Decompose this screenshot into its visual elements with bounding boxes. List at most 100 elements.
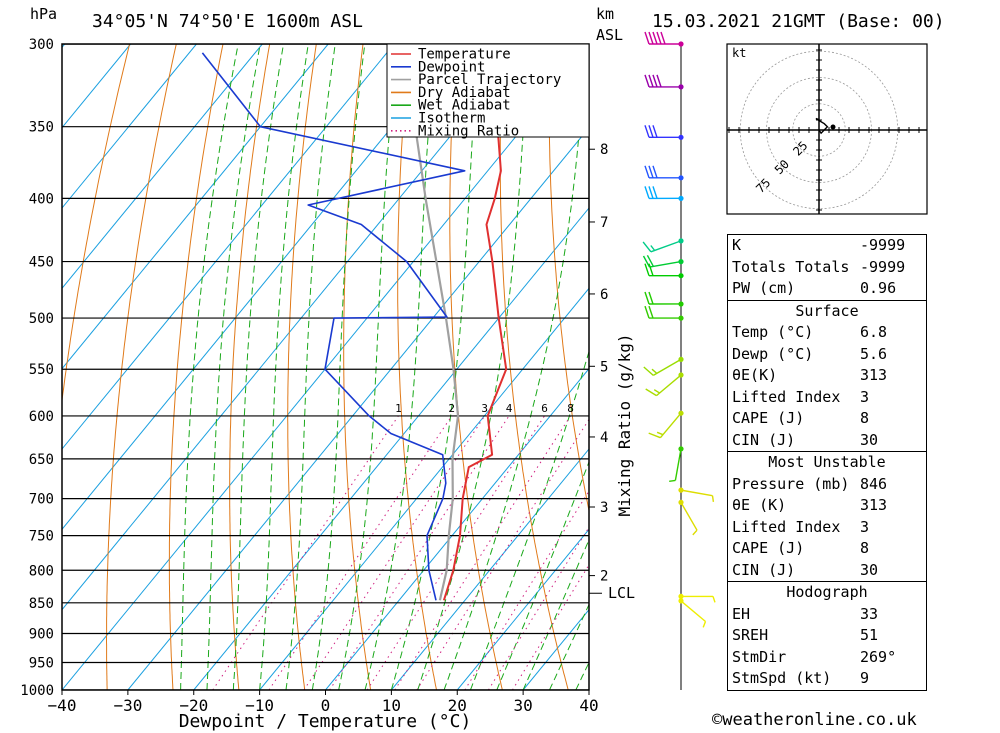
hodo-row-stmspd: StmSpd (kt) 9: [732, 669, 870, 687]
km-unit-label: km: [596, 5, 614, 23]
isotherm-line: [325, 367, 589, 690]
wind-barb-dot: [678, 446, 684, 452]
wind-barb: [642, 254, 684, 268]
dry-adiabat-line: [397, 44, 437, 690]
wind-barb: [669, 446, 684, 482]
mixing-ratio-line: [511, 563, 589, 690]
wind-barb-feather: [644, 74, 650, 88]
isotherm-line: [193, 207, 589, 690]
isotherm-line: [62, 46, 589, 690]
mixing-ratio-label: 1: [395, 402, 402, 415]
mixing-ratio-label: 2: [448, 402, 455, 415]
surface-box: Surface Temp (°C) 6.8 Dewp (°C) 5.6 θE(K) 3…: [727, 300, 927, 452]
isobar-lines: [62, 44, 589, 690]
wind-barb: [648, 410, 684, 439]
hodograph-params-box: Hodograph EH 33 SREH 51 StmDir 269° StmSpd …: [727, 582, 927, 691]
pressure-tick-label: 300: [29, 37, 54, 53]
most-unstable-title: Most Unstable: [768, 453, 886, 471]
dry-adiabat-line: [168, 44, 224, 690]
pressure-tick-label: 500: [29, 311, 54, 327]
wind-barb-feather: [648, 186, 654, 199]
wind-barb-dot: [678, 301, 684, 307]
wind-barb-feather: [648, 31, 654, 45]
wind-barb: [643, 356, 684, 377]
wind-barb-feather: [648, 125, 654, 138]
mixing-ratio-line: [268, 415, 453, 690]
parcel-trajectory-line: [406, 44, 460, 601]
sounding-profiles: [201, 44, 508, 601]
dry-adiabat-line: [229, 44, 271, 690]
mu-row-li: Lifted Index 3: [732, 517, 870, 536]
hodo-row-stmdir: StmDir 269°: [732, 647, 897, 666]
wet-adiabat-line: [338, 44, 399, 690]
wind-barb-feather: [644, 305, 650, 319]
isotherm-line: [62, 44, 131, 129]
x-tick-label: 30: [513, 696, 532, 715]
wind-barb-feather: [652, 31, 658, 45]
wind-barb-feather: [652, 74, 658, 88]
isotherm-line: [390, 448, 589, 690]
wind-barb-half-feather: [702, 621, 707, 628]
wind-barb-half-feather: [712, 596, 716, 603]
wind-barb-dot: [678, 84, 684, 90]
mixing-ratio-axis-title: Mixing Ratio (g/kg): [615, 333, 634, 516]
pressure-tick-label: 650: [29, 452, 54, 468]
wind-barb: [678, 487, 715, 503]
pressure-tick-label: 600: [29, 409, 54, 425]
x-axis-title: Dewpoint / Temperature (°C): [179, 711, 472, 732]
wind-barb-dot: [678, 499, 684, 505]
wind-barb-half-feather: [692, 529, 698, 536]
dry-adiabat-line: [449, 44, 503, 690]
km-tick-label: 2: [600, 569, 608, 585]
wind-barb-dot: [678, 175, 684, 181]
wind-barb-staff: [674, 448, 682, 481]
wind-barb-dot: [678, 410, 684, 416]
mixing-ratio-label: 6: [541, 402, 548, 415]
mixing-ratio-label: 3: [481, 402, 488, 415]
km-tick-label: 3: [600, 500, 608, 516]
wind-barb-feather: [652, 165, 658, 179]
wet-adiabat-line: [180, 44, 239, 690]
pressure-tick-label: 550: [29, 362, 54, 378]
dry-adiabat-line: [922, 35, 1000, 690]
pressure-tick-label: 850: [29, 596, 54, 612]
x-tick-label: 20: [448, 696, 467, 715]
mu-row-thetae: θE (K) 313: [732, 496, 888, 514]
wind-barb-dot: [678, 134, 684, 140]
wind-barb-staff: [680, 489, 713, 497]
pressure-unit-label: hPa: [30, 5, 57, 23]
wind-barb-feather: [652, 186, 658, 199]
x-tick-label: −20: [179, 696, 208, 715]
wind-barb-feather: [648, 305, 654, 319]
wind-barb-feather: [642, 255, 651, 268]
wind-barb-feather: [646, 254, 655, 267]
mu-row-cape: CAPE (J) 8: [732, 539, 870, 557]
mixing-ratio-line: [366, 415, 545, 690]
x-tick-label: −40: [48, 696, 77, 715]
isotherm-line: [62, 44, 263, 290]
credit-text: ©weatheronline.co.uk: [712, 710, 917, 730]
height-axis: 8 7 6 5 4 3 2: [589, 142, 608, 585]
wind-barb-half-feather: [651, 368, 658, 374]
mixing-ratio-labels: 1 2 3 4 6 8: [395, 402, 574, 415]
legend-label: Mixing Ratio: [418, 123, 519, 139]
wind-barb: [644, 74, 684, 90]
dewpoint-line: [201, 52, 466, 601]
surface-row-thetae: θE(K) 313: [732, 366, 888, 384]
legend-label: Dry Adiabat: [418, 85, 511, 101]
wet-adiabat-line: [364, 44, 436, 690]
hodograph-params-title: Hodograph: [786, 583, 868, 601]
indices-box: K -9999 Totals Totals -9999 PW (cm) 0.96: [727, 234, 927, 301]
wind-barb-dot: [678, 195, 684, 201]
wind-barb-half-feather: [650, 245, 656, 251]
wind-barb-half-feather: [653, 389, 660, 394]
pressure-tick-label: 400: [29, 191, 54, 207]
wind-barb-feather: [643, 366, 654, 376]
wind-barb-dot: [678, 487, 684, 493]
wind-barb-feather: [660, 31, 666, 45]
mixing-ratio-label: 4: [506, 402, 513, 415]
wind-barb: [644, 31, 684, 47]
wind-barb: [644, 305, 684, 321]
